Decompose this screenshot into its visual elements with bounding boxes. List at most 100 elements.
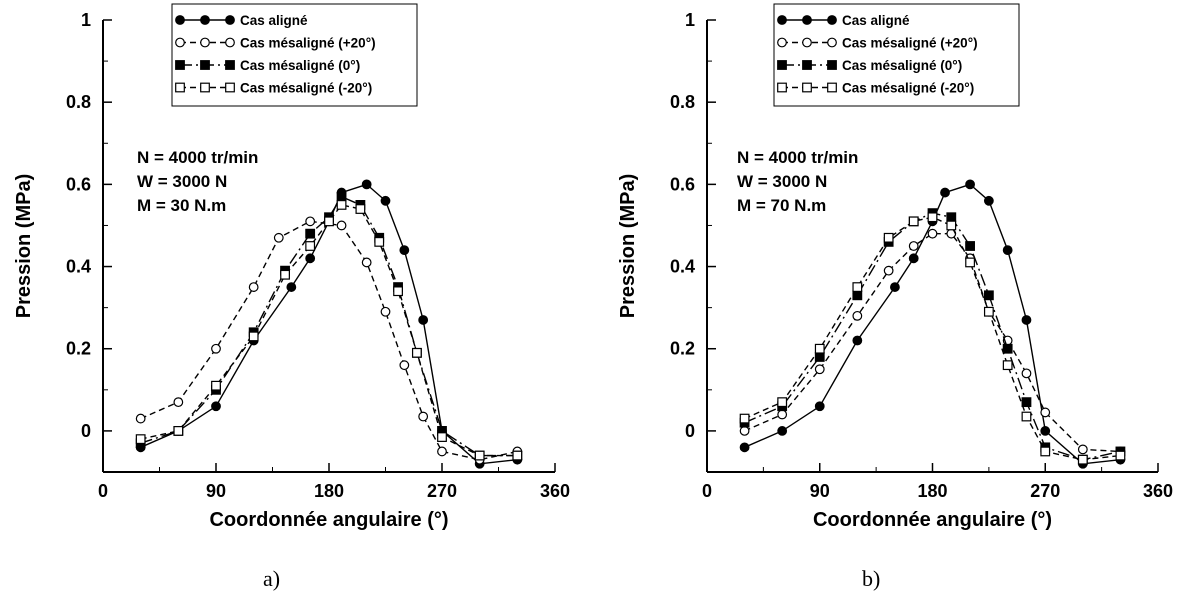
- legend-marker: [175, 60, 185, 70]
- data-point: [248, 282, 259, 292]
- series-line: [140, 204, 518, 457]
- legend-entry: Cas mésaligné (+20°): [842, 36, 978, 51]
- annotation-text: N = 4000 tr/min: [137, 148, 258, 167]
- data-point: [399, 360, 410, 371]
- data-point: [1021, 315, 1032, 325]
- legend-entry: Cas mésaligné (0°): [842, 58, 962, 73]
- data-point: [1115, 450, 1126, 461]
- data-point: [852, 335, 863, 346]
- data-point: [173, 397, 184, 408]
- data-point: [280, 269, 290, 280]
- y-tick-label: 0.6: [66, 174, 91, 194]
- data-point: [814, 364, 825, 375]
- data-point: [1077, 444, 1088, 455]
- data-point: [883, 232, 894, 243]
- series-4: [739, 212, 1126, 465]
- series-line: [744, 232, 1121, 453]
- data-point: [739, 413, 750, 424]
- legend-box: [171, 3, 418, 107]
- annotation-text: N = 4000 tr/min: [737, 148, 858, 167]
- series-line: [140, 220, 518, 461]
- data-point: [374, 236, 385, 247]
- data-point: [983, 195, 994, 206]
- data-point: [908, 241, 919, 251]
- data-point: [965, 257, 975, 268]
- x-tick-label: 270: [1030, 481, 1060, 501]
- data-point: [1021, 411, 1032, 422]
- y-tick-label: 1: [81, 10, 91, 30]
- data-point: [883, 265, 894, 276]
- data-point: [336, 220, 347, 231]
- data-point: [908, 253, 919, 264]
- data-point: [946, 212, 957, 223]
- y-tick-label: 0.4: [670, 257, 695, 277]
- data-point: [739, 442, 750, 453]
- legend: Cas aligné Cas mésaligné (+20°) Cas mésali…: [171, 3, 418, 107]
- data-point: [361, 257, 372, 268]
- data-point: [418, 411, 429, 422]
- legend-entry: Cas aligné: [842, 13, 910, 28]
- data-point: [983, 290, 994, 301]
- legend-marker: [225, 37, 235, 48]
- legend-marker: [827, 15, 837, 25]
- legend-box: [773, 3, 1020, 107]
- legend-marker: [200, 60, 210, 70]
- x-tick-label: 270: [427, 481, 457, 501]
- y-tick-label: 1: [685, 10, 695, 30]
- data-point: [983, 306, 994, 317]
- series-4: [135, 200, 523, 461]
- legend-marker: [175, 82, 185, 93]
- series-line: [744, 212, 1121, 461]
- data-point: [305, 228, 316, 239]
- series-1: [739, 179, 1126, 469]
- legend-entry: Cas mésaligné (-20°): [240, 81, 372, 96]
- data-point: [173, 426, 184, 436]
- x-tick-label: 90: [206, 481, 226, 501]
- legend-marker: [225, 60, 235, 70]
- data-point: [1040, 446, 1051, 457]
- data-point: [814, 343, 825, 354]
- legend-entry: Cas mésaligné (+20°): [240, 36, 376, 51]
- data-point: [777, 426, 788, 436]
- series-line: [744, 183, 1121, 465]
- data-point: [739, 426, 750, 436]
- data-point: [474, 450, 485, 461]
- data-point: [927, 228, 938, 239]
- data-point: [399, 245, 410, 256]
- y-tick-label: 0.2: [670, 339, 695, 359]
- x-tick-label: 90: [810, 481, 830, 501]
- data-point: [324, 216, 334, 227]
- data-point: [305, 253, 316, 264]
- data-point: [380, 195, 391, 206]
- legend: Cas aligné Cas mésaligné (+20°) Cas mésali…: [773, 3, 1020, 107]
- x-axis-label: Coordonnée angulaire (°): [813, 509, 1052, 531]
- data-point: [248, 331, 259, 342]
- data-point: [965, 179, 975, 190]
- data-point: [437, 446, 447, 457]
- series-line: [744, 216, 1121, 461]
- data-point: [1002, 360, 1013, 371]
- legend-marker: [200, 82, 210, 93]
- x-tick-label: 180: [917, 481, 947, 501]
- panel-caption: a): [263, 566, 280, 591]
- data-point: [852, 282, 863, 292]
- legend-marker: [777, 37, 787, 48]
- data-point: [946, 220, 957, 231]
- chart-panel-1: 0 0.2 0.4 0.6 0.8 1 0 90 180 270 360 Coordonnée ang…: [13, 3, 570, 591]
- data-point: [273, 232, 284, 243]
- legend-marker: [200, 37, 210, 48]
- legend-marker: [827, 82, 837, 93]
- legend-marker: [225, 82, 235, 93]
- y-tick-label: 0: [81, 421, 91, 441]
- data-point: [1021, 397, 1032, 408]
- data-point: [211, 380, 221, 391]
- data-point: [361, 179, 372, 190]
- series-2: [135, 216, 523, 465]
- chart-panel-2: 0 0.2 0.4 0.6 0.8 1 0 90 180 270 360 Coordonnée ang…: [617, 3, 1173, 591]
- data-point: [135, 413, 146, 424]
- data-point: [852, 310, 863, 321]
- y-tick-label: 0.8: [670, 92, 695, 112]
- legend-marker: [777, 60, 787, 70]
- data-point: [512, 450, 523, 461]
